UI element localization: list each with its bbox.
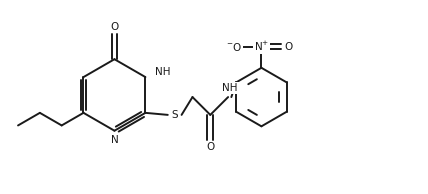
Text: NH: NH: [155, 67, 170, 77]
Text: N: N: [111, 135, 119, 145]
Text: NH: NH: [223, 83, 238, 93]
Text: S: S: [171, 110, 178, 120]
Text: O: O: [206, 142, 214, 152]
Text: $^{-}$O: $^{-}$O: [226, 41, 242, 53]
Text: O: O: [110, 22, 119, 32]
Text: N$^{+}$: N$^{+}$: [254, 40, 269, 53]
Text: O: O: [285, 42, 293, 52]
